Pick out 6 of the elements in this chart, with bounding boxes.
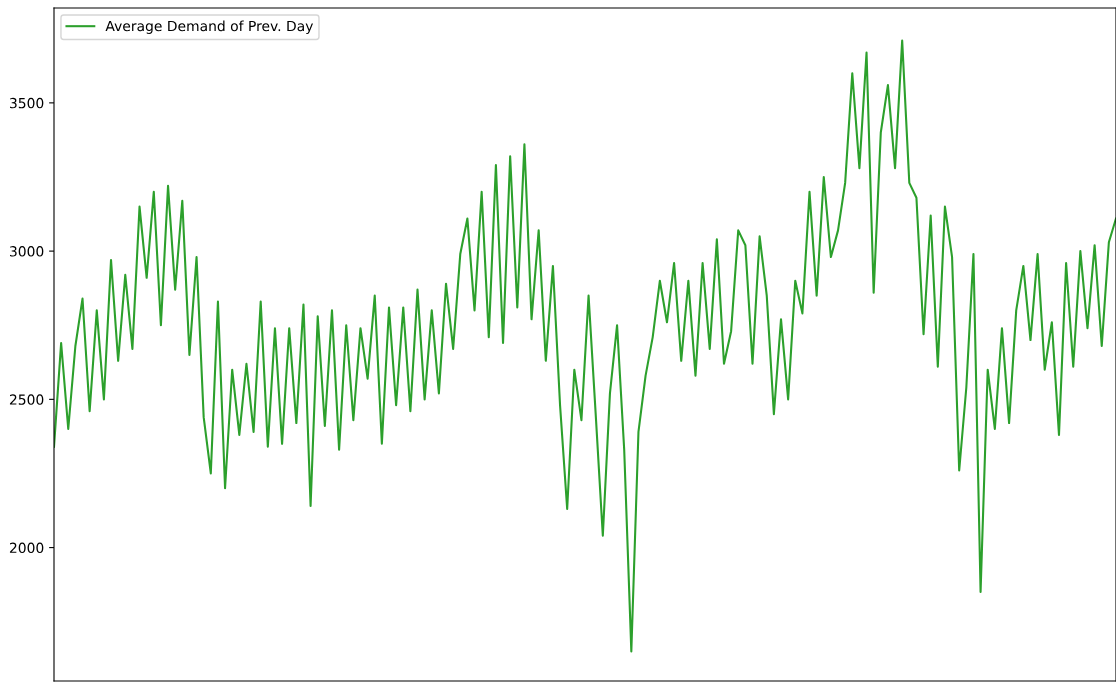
line-series xyxy=(54,39,1116,653)
y-tick-label: 2500 xyxy=(9,394,44,405)
y-tick-label: 3000 xyxy=(9,246,44,257)
y-tick-label: 2000 xyxy=(9,542,44,554)
legend-label: Average Demand of Prev. Day xyxy=(105,20,314,34)
y-tick-label: 3500 xyxy=(9,97,44,109)
